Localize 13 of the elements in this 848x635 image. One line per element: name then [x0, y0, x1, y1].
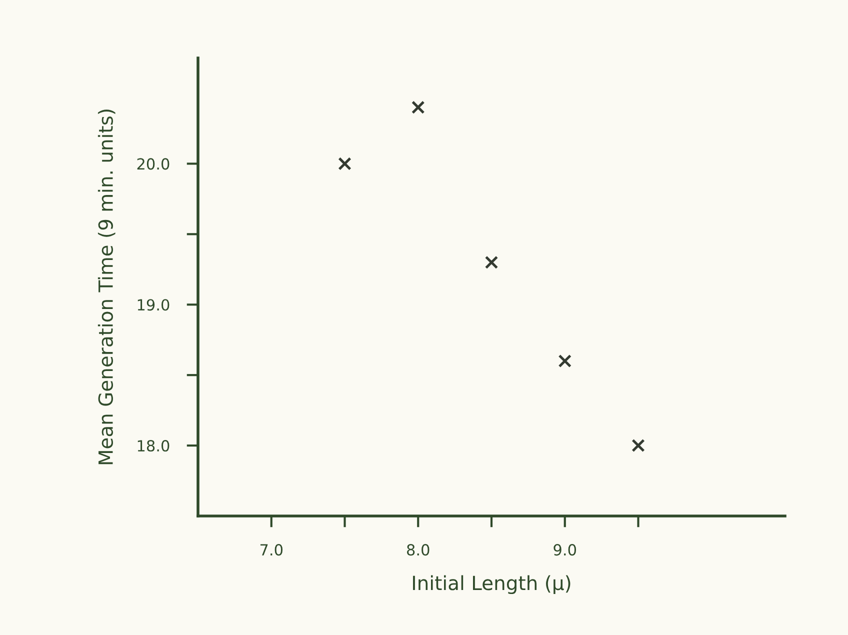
point — [338, 157, 352, 170]
y-tick-label: 19.0 — [138, 299, 170, 311]
y-tick-label: 20.0 — [137, 158, 170, 170]
x-tick-label: 8.0 — [407, 544, 430, 556]
point — [558, 354, 572, 368]
point — [484, 256, 498, 269]
point — [632, 438, 645, 452]
x-tick-label: 9.0 — [554, 544, 576, 556]
y-tick-label: 18.0 — [138, 440, 170, 452]
x-axis-title: Initial Length (μ) — [413, 575, 570, 594]
y-axis-title: Mean Generation Time (9 min. units) — [98, 110, 116, 464]
x-tick-label: 7.0 — [260, 544, 283, 556]
point — [411, 100, 425, 114]
